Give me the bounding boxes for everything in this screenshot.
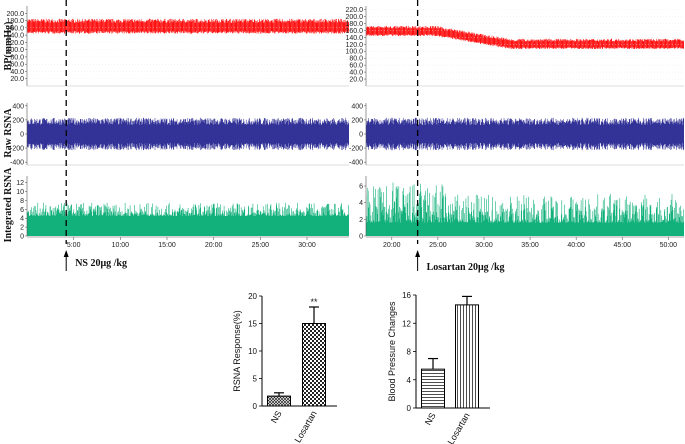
integrated-rsna-trace-right: [366, 182, 684, 236]
bp-trace-left: [27, 18, 349, 34]
x-tick-label: 10:00: [112, 242, 130, 249]
bar-ns: [267, 395, 291, 407]
axes-right: 220.0200.0180.0160.0140.0120.0100.080.06…: [345, 6, 684, 249]
raw-rsna-trace-right: [366, 117, 684, 151]
y-tick-label: 20: [248, 292, 257, 301]
y-tick-label: 0: [407, 404, 412, 413]
y-tick-label: 180.0: [345, 21, 363, 28]
y-axis-title: Blood Pressure Changes: [387, 301, 397, 402]
integrated-rsna-trace-left: [27, 202, 349, 236]
x-tick-label: 20:00: [383, 242, 401, 249]
x-tick-label: 30:00: [475, 242, 493, 249]
y-tick-label: 60.0: [10, 62, 24, 69]
losartan-dose-annotation: Losartan 20μg /kg: [427, 262, 505, 273]
y-tick-label: 220.0: [345, 7, 363, 14]
y-tick-label: 200.0: [345, 14, 363, 21]
y-tick-label: 140.0: [345, 35, 363, 42]
y-tick-label: 400: [12, 103, 24, 110]
y-tick-label: 80.0: [10, 54, 24, 61]
y-tick-label: 0: [359, 132, 363, 139]
x-tick-label: 25:00: [429, 242, 447, 249]
y-tick-label: 0: [20, 132, 24, 139]
y-tick-label: 0: [253, 402, 258, 411]
x-tick-label: 5:00: [67, 242, 81, 249]
significance-marker: **: [310, 297, 318, 307]
x-tick-label: 50:00: [660, 242, 678, 249]
integrated-rsna-axis-label: Integrated RSNA: [3, 167, 14, 242]
bar-losartan: [455, 304, 479, 409]
ns-dose-annotation: NS 20μg /kg: [75, 258, 127, 269]
y-tick-label: 20.0: [349, 77, 363, 84]
x-tick-label: 45:00: [613, 242, 631, 249]
raw-rsna-axis-label: Raw RSNA: [3, 108, 14, 158]
y-tick-label: 8: [407, 348, 412, 357]
axes-left: 200.0180.0160.0140.0120.0100.080.060.040…: [6, 6, 349, 249]
y-tick-label: 2: [20, 225, 24, 232]
x-category-label: Losartan: [293, 409, 319, 444]
rsna-response-bar-chart: 0 5 10 15 20 RSNA Response(%) NS Losartan **: [232, 292, 337, 444]
y-tick-label: 5: [253, 375, 258, 384]
x-tick-label: 25:00: [252, 242, 270, 249]
bar-ns: [421, 368, 445, 409]
x-category-label: NS: [269, 409, 284, 425]
y-tick-label: -200: [10, 146, 24, 153]
bp-axis-label: BP(mmHg): [3, 22, 14, 71]
x-tick-label: 35:00: [521, 242, 539, 249]
y-tick-label: 0: [359, 234, 363, 241]
y-tick-label: 120.0: [6, 40, 24, 47]
y-tick-label: 80.0: [349, 56, 363, 63]
y-tick-label: 4: [407, 376, 412, 385]
y-tick-label: -400: [349, 160, 363, 167]
y-tick-label: 160.0: [345, 28, 363, 35]
y-tick-label: 200.0: [6, 11, 24, 18]
y-tick-label: 180.0: [6, 18, 24, 25]
y-tick-label: 120.0: [345, 42, 363, 49]
y-tick-label: 15: [248, 320, 257, 329]
integrated-rsna-label-text: Integrated RSNA: [3, 167, 14, 242]
y-tick-label: 40.0: [10, 69, 24, 76]
x-category-label: NS: [423, 411, 438, 427]
y-tick-label: 100.0: [345, 49, 363, 56]
trace-panel-left: 200.0180.0160.0140.0120.0100.080.060.040…: [6, 0, 349, 271]
y-tick-label: 40.0: [349, 70, 363, 77]
y-tick-label: 8: [20, 198, 24, 205]
y-tick-label: 2: [359, 217, 363, 224]
x-tick-label: 20:00: [205, 242, 223, 249]
y-tick-label: 4: [20, 216, 24, 223]
trace-panel-right: 220.0200.0180.0160.0140.0120.0100.080.06…: [345, 0, 684, 273]
y-tick-label: 200: [351, 117, 363, 124]
bar-losartan: [302, 323, 326, 407]
y-tick-label: 6: [359, 184, 363, 191]
y-tick-label: 12: [16, 180, 24, 187]
y-tick-label: 400: [351, 103, 363, 110]
x-tick-label: 40:00: [567, 242, 585, 249]
blood-pressure-bar-chart: 0 4 8 12 16 Blood Pressure Changes NS Losartan: [387, 291, 490, 444]
y-tick-label: 6: [20, 207, 24, 214]
y-tick-label: 60.0: [349, 63, 363, 70]
x-tick-label: 30:00: [298, 242, 316, 249]
y-tick-label: 10: [16, 189, 24, 196]
y-tick-label: 12: [402, 319, 411, 328]
y-tick-label: 160.0: [6, 25, 24, 32]
raw-rsna-trace-left: [27, 117, 349, 151]
y-tick-label: 100.0: [6, 47, 24, 54]
y-tick-label: -200: [349, 146, 363, 153]
y-tick-label: 140.0: [6, 33, 24, 40]
x-tick-label: 15:00: [158, 242, 176, 249]
y-tick-label: -400: [10, 160, 24, 167]
y-tick-label: 4: [359, 200, 363, 207]
y-tick-label: 20.0: [10, 76, 24, 83]
y-tick-label: 10: [248, 347, 257, 356]
losartan-arrow-head: [415, 250, 421, 257]
x-category-label: Losartan: [446, 411, 472, 444]
y-tick-label: 0: [20, 234, 24, 241]
ns-arrow-head: [63, 250, 69, 257]
y-tick-label: 16: [402, 291, 411, 300]
y-tick-label: 200: [12, 117, 24, 124]
y-axis-title: RSNA Response(%): [232, 310, 242, 392]
